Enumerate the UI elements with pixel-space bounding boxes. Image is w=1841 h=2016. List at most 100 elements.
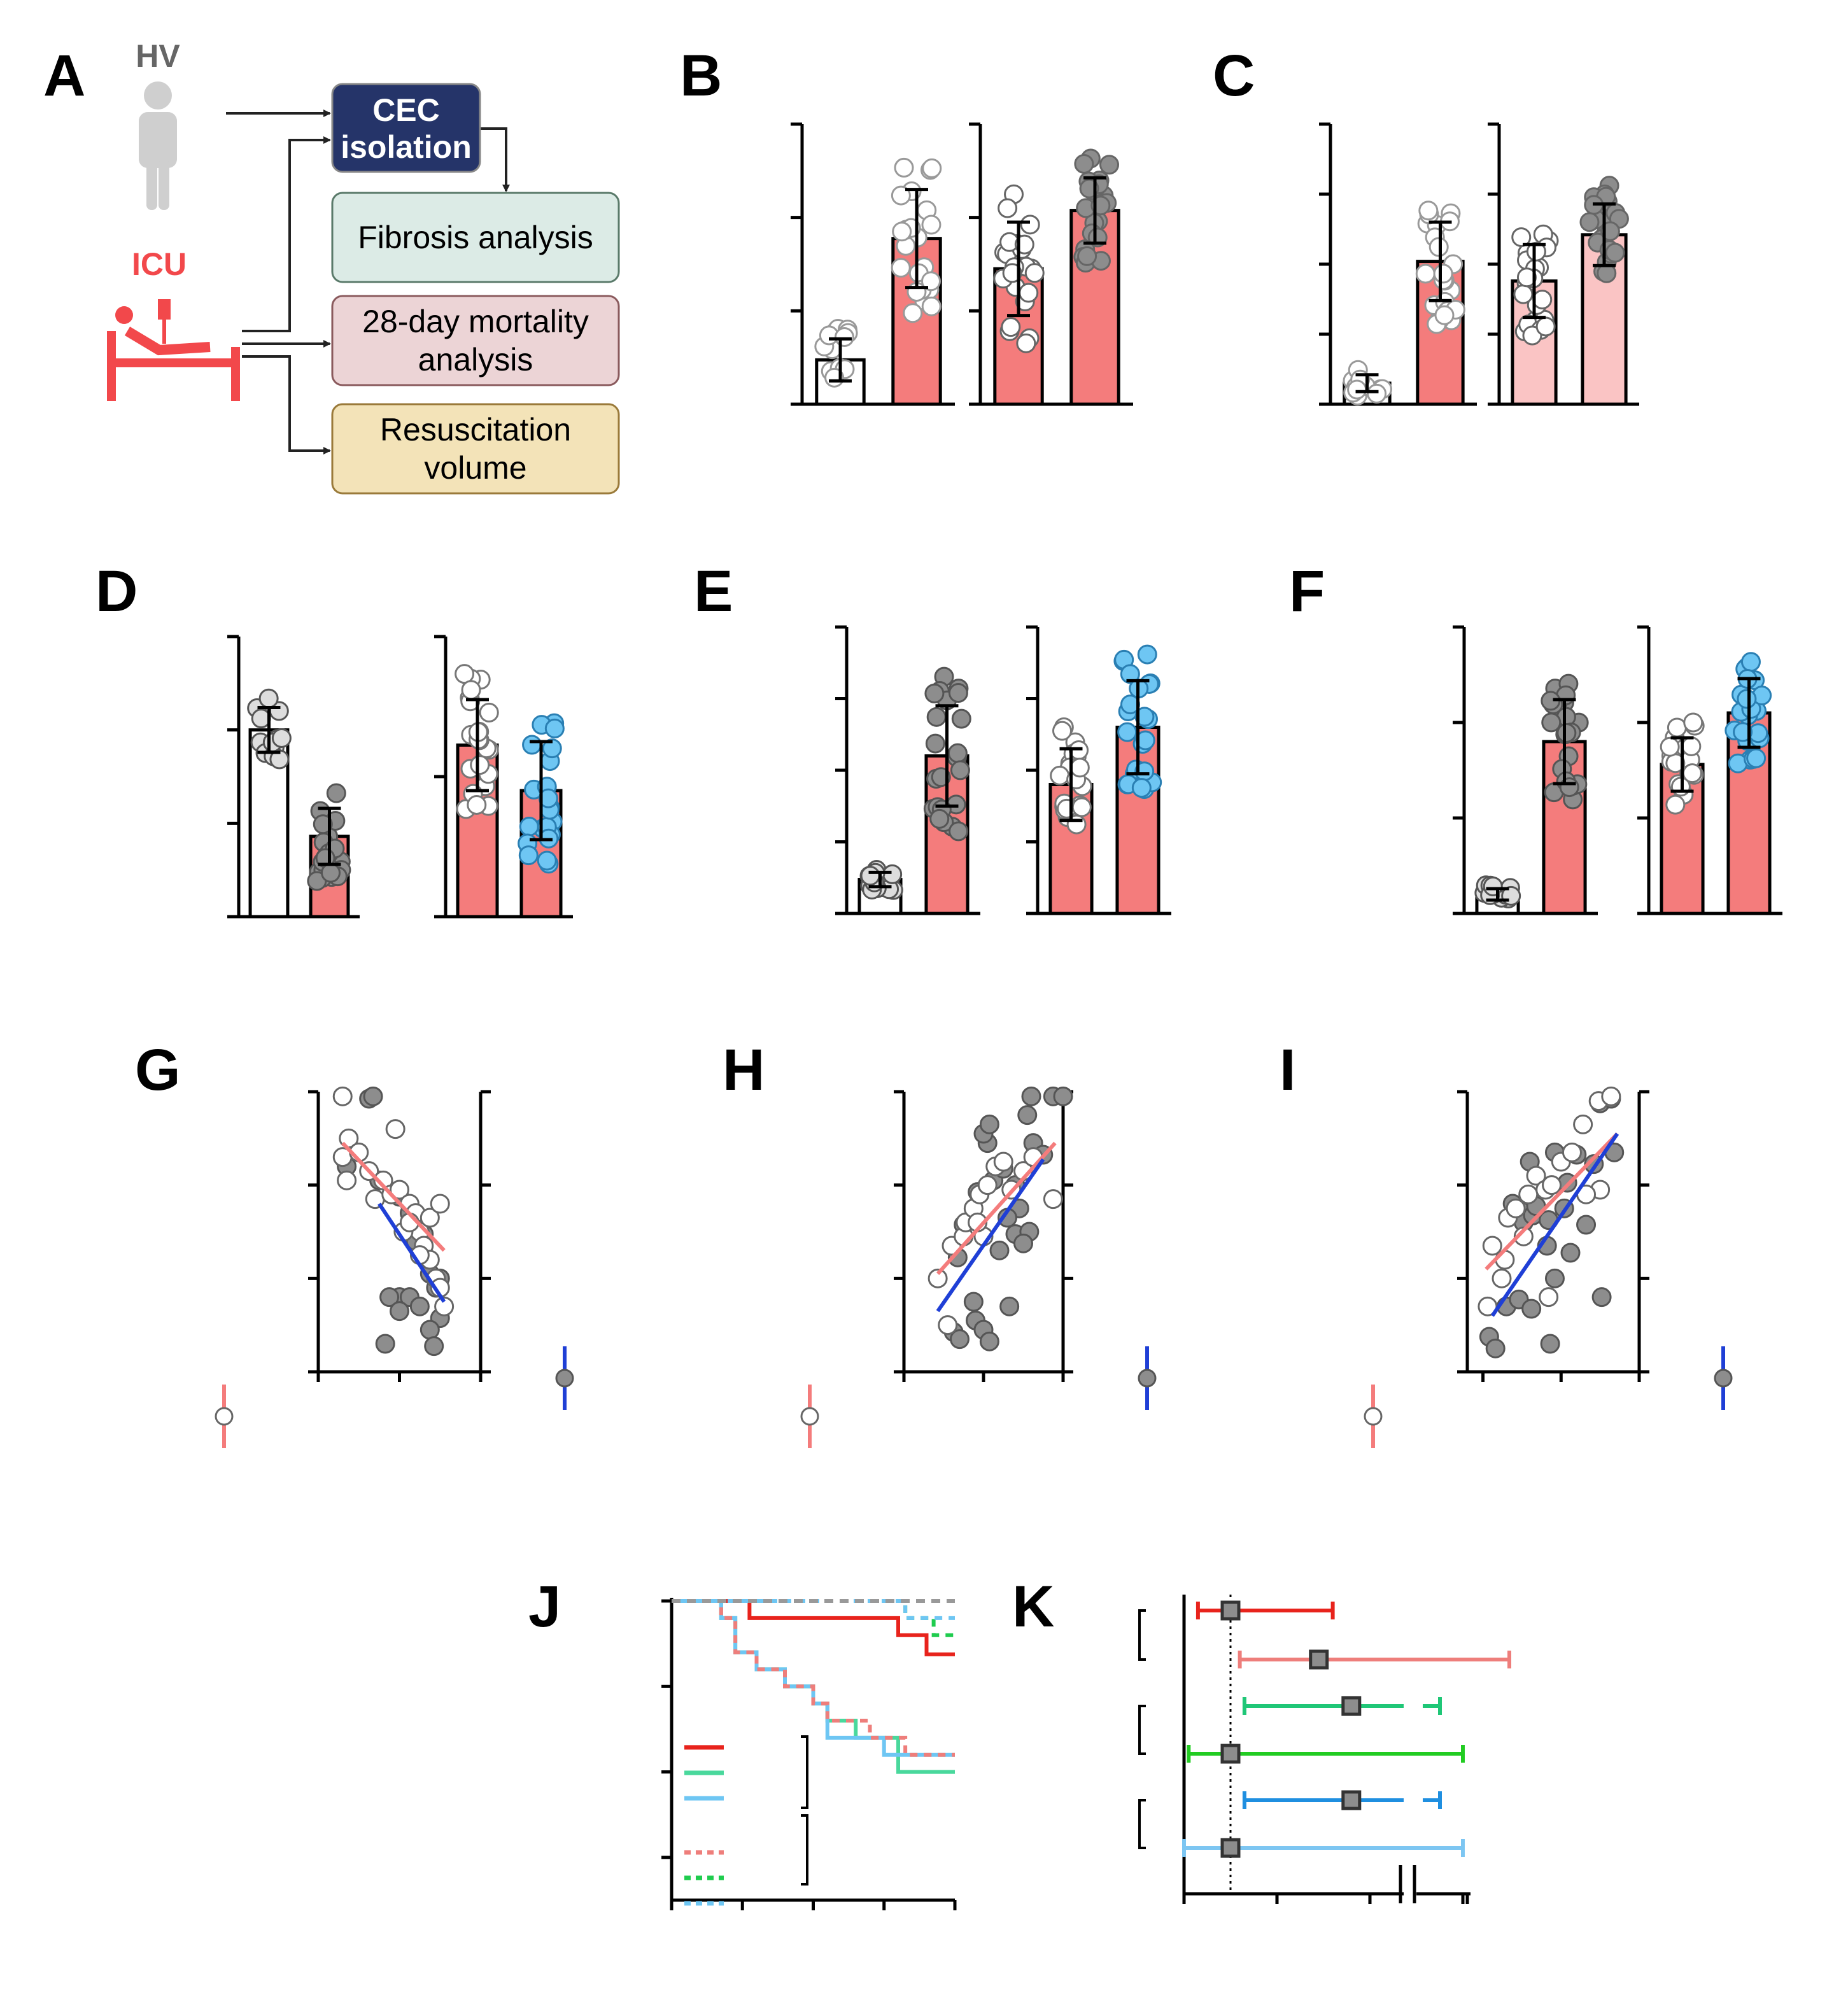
data-point — [1483, 877, 1503, 897]
chart-e-asma — [835, 625, 1171, 915]
oxhdl-point — [420, 1208, 440, 1228]
ratio-point — [420, 1320, 440, 1340]
data-point — [1074, 153, 1094, 174]
chart-i-fn-scatter — [1364, 1086, 1733, 1448]
rr-marker — [1341, 1790, 1362, 1810]
oxhdl-point — [1043, 1189, 1063, 1209]
data-point — [544, 718, 565, 738]
data-point — [1740, 652, 1761, 672]
panel-label-k: K — [1012, 1574, 1054, 1639]
data-point — [922, 158, 942, 178]
oxhdl-point — [1573, 1114, 1593, 1134]
chart-h-asma-scatter — [800, 1086, 1157, 1448]
legend-bracket-low — [801, 1814, 808, 1886]
data-point — [1024, 263, 1045, 283]
oxhdl-point — [1526, 1166, 1546, 1186]
data-point — [925, 733, 945, 754]
chart-f-fn — [1453, 625, 1782, 915]
data-point — [1001, 317, 1021, 337]
oxhdl-point — [1513, 1226, 1534, 1246]
data-point — [519, 816, 539, 836]
data-point — [1605, 243, 1625, 263]
icu-label: ICU — [132, 246, 187, 282]
data-point — [951, 708, 971, 729]
panel-label-f: F — [1289, 559, 1325, 624]
data-point — [258, 688, 279, 708]
ratio-point — [424, 1336, 444, 1357]
chart-d-vecad — [227, 635, 573, 919]
data-point — [313, 814, 333, 835]
ratio-point — [1013, 1233, 1033, 1253]
data-point — [1522, 325, 1542, 346]
ratio-point — [1017, 1105, 1038, 1125]
resuscitation-volume-box — [331, 403, 620, 495]
data-point — [1665, 794, 1686, 815]
data-point — [1077, 246, 1097, 266]
ratio-point — [1540, 1334, 1560, 1354]
data-point — [947, 743, 968, 763]
oxhdl-point — [434, 1296, 455, 1316]
oxhdl-point — [390, 1180, 409, 1200]
group-bracket — [1138, 1799, 1146, 1849]
cec-isolation-label-line1: CEC — [372, 92, 440, 128]
mortality-label-line2: analysis — [418, 342, 533, 377]
resuscitation-label-line1: Resuscitation — [380, 412, 571, 448]
oxhdl-point — [1482, 1236, 1502, 1256]
data-point — [1434, 305, 1455, 325]
data-point — [1117, 722, 1138, 742]
oxhdl-fit-line — [936, 1141, 1057, 1276]
chart-g-vecad-scatter — [215, 1086, 574, 1448]
data-point — [1131, 778, 1152, 798]
ratio-point — [979, 1331, 999, 1351]
data-point — [1535, 316, 1556, 337]
panel-label-a: A — [43, 43, 85, 108]
data-point — [891, 258, 911, 278]
data-point — [467, 794, 487, 815]
hv-person-icon — [139, 81, 177, 210]
data-point — [537, 850, 557, 871]
data-point — [892, 222, 912, 242]
rr-marker — [1220, 1838, 1241, 1858]
ratio-fit-line — [1490, 1132, 1619, 1317]
survival-curve — [672, 1599, 955, 1637]
data-point — [894, 157, 914, 178]
data-point — [1526, 241, 1546, 262]
survival-curve — [672, 1599, 955, 1656]
oxhdl-point — [332, 1086, 353, 1106]
oxhdl-point — [993, 1152, 1013, 1172]
left-legend-marker — [215, 1407, 234, 1426]
ratio-point — [1021, 1086, 1041, 1106]
data-point — [1099, 155, 1120, 175]
data-point — [1737, 689, 1757, 709]
oxhdl-point — [928, 1268, 948, 1288]
data-point — [1019, 283, 1039, 303]
ci-gap — [1404, 1701, 1423, 1711]
ratio-point — [375, 1334, 395, 1354]
data-point — [1052, 721, 1073, 741]
panel-a: A HV ICU CEC isol — [43, 38, 620, 495]
data-point — [1020, 215, 1040, 235]
data-point — [1134, 707, 1155, 727]
rr-marker — [1341, 1696, 1362, 1716]
data-point — [1660, 737, 1680, 757]
data-point — [1415, 264, 1435, 284]
right-legend-marker — [1138, 1369, 1157, 1388]
rr-marker — [1220, 1600, 1241, 1621]
data-point — [1433, 264, 1453, 284]
data-point — [1120, 664, 1140, 684]
oxhdl-point — [1542, 1175, 1562, 1195]
data-point — [860, 866, 880, 886]
data-point — [1682, 763, 1702, 784]
data-point — [518, 845, 539, 866]
data-point — [998, 198, 1018, 218]
panel-label-b: B — [680, 43, 722, 108]
oxhdl-point — [977, 1175, 998, 1195]
chart-j-survival — [661, 1598, 957, 1910]
survival-curve — [672, 1599, 955, 1757]
panel-label-h: H — [723, 1038, 765, 1103]
data-point — [1532, 290, 1553, 310]
data-point — [538, 788, 558, 808]
panel-label-j: J — [528, 1574, 561, 1639]
data-point — [1667, 717, 1687, 738]
chart-k-forest — [1138, 1595, 1511, 1904]
